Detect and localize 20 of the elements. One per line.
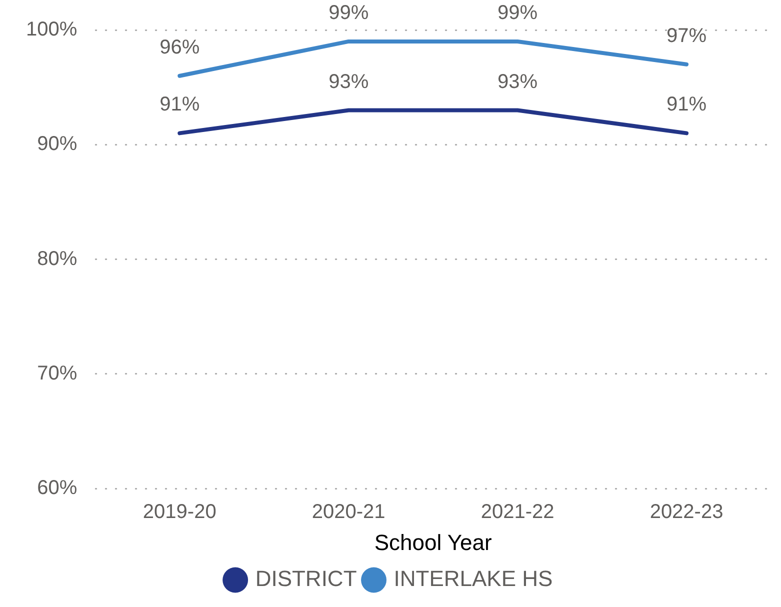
data-label: 93% [498,70,538,93]
y-tick-label: 70% [37,362,78,384]
x-tick-label: 2022-23 [650,501,724,524]
legend-label: INTERLAKE HS [394,566,553,592]
y-tick-label: 60% [37,477,78,500]
data-label: 99% [328,2,369,24]
data-label: 91% [160,94,200,116]
x-tick-label: 2021-22 [480,501,554,524]
y-tick-label: 100% [26,18,78,41]
data-label: 93% [328,70,369,93]
data-label: 96% [160,36,200,58]
y-tick-label: 80% [37,248,78,270]
x-axis-title: School Year [374,530,492,555]
data-label: 97% [666,24,707,47]
x-tick-label: 2019-20 [142,501,216,524]
data-label: 91% [666,94,707,116]
data-label: 99% [498,2,538,24]
y-tick-label: 90% [37,133,78,156]
x-tick-label: 2020-21 [312,501,386,524]
legend-label: DISTRICT [255,566,357,592]
